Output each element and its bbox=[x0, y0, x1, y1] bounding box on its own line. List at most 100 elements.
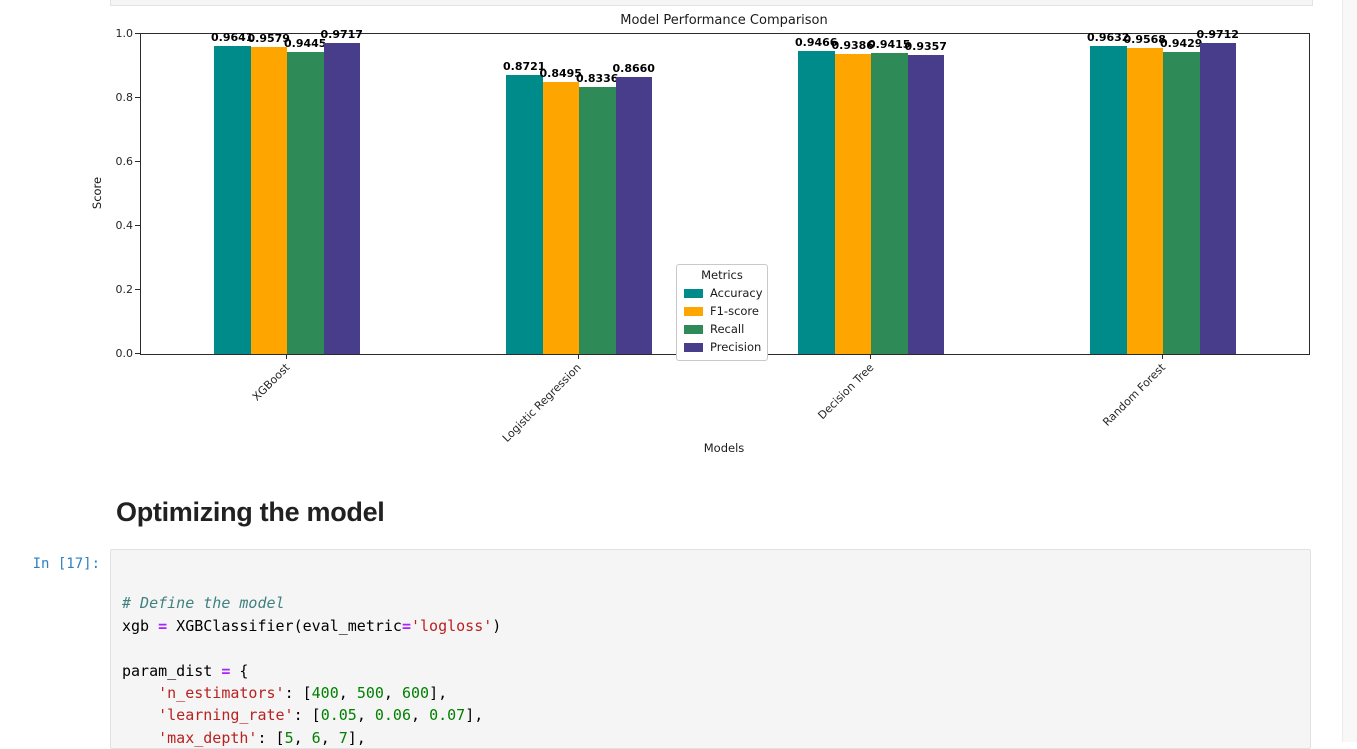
legend-entry: Precision bbox=[677, 338, 767, 356]
legend-entry: F1-score bbox=[677, 302, 767, 320]
code-token: param_dist bbox=[122, 662, 221, 680]
y-tick-label: 0.4 bbox=[91, 219, 133, 232]
code-editor-content[interactable]: # Define the model xgb = XGBClassifier(ev… bbox=[111, 550, 1310, 749]
code-token: 'learning_rate' bbox=[158, 706, 293, 724]
code-token: , bbox=[357, 706, 375, 724]
code-token: 'max_depth' bbox=[158, 729, 257, 747]
legend-color-swatch bbox=[684, 343, 703, 352]
cell-execution-prompt: In [17]: bbox=[0, 556, 100, 572]
legend-entry-label: F1-score bbox=[710, 304, 759, 318]
y-tick-label: 0.6 bbox=[91, 155, 133, 168]
code-token: 5 bbox=[285, 729, 294, 747]
bar bbox=[871, 53, 908, 354]
x-tick-mark bbox=[870, 354, 871, 359]
bar bbox=[616, 77, 653, 354]
bar bbox=[798, 51, 835, 354]
code-line bbox=[122, 570, 1310, 592]
bar bbox=[1127, 48, 1164, 354]
x-tick-mark bbox=[578, 354, 579, 359]
code-line: # Define the model bbox=[122, 592, 1310, 614]
code-cell-input-area[interactable]: # Define the model xgb = XGBClassifier(ev… bbox=[110, 549, 1311, 749]
code-token: , bbox=[384, 684, 402, 702]
bar bbox=[1090, 46, 1127, 354]
legend-entry-label: Precision bbox=[710, 340, 761, 354]
code-token: , bbox=[411, 706, 429, 724]
bar bbox=[1163, 52, 1200, 354]
code-token: { bbox=[230, 662, 248, 680]
code-token: = bbox=[402, 617, 411, 635]
code-line: 'n_estimators': [400, 500, 600], bbox=[122, 682, 1310, 704]
bar-value-label: 0.8660 bbox=[602, 62, 666, 75]
code-token: : [ bbox=[285, 684, 312, 702]
code-token: xgb bbox=[122, 617, 158, 635]
chart-title: Model Performance Comparison bbox=[140, 13, 1308, 28]
code-token: 0.05 bbox=[321, 706, 357, 724]
y-tick-mark bbox=[135, 225, 140, 226]
code-token: : [ bbox=[294, 706, 321, 724]
code-token: 600 bbox=[402, 684, 429, 702]
bar bbox=[214, 46, 251, 355]
legend-color-swatch bbox=[684, 307, 703, 316]
code-token bbox=[122, 706, 158, 724]
bar bbox=[579, 87, 616, 354]
legend-entry: Recall bbox=[677, 320, 767, 338]
legend-entry-label: Recall bbox=[710, 322, 744, 336]
x-axis-label: Models bbox=[140, 441, 1308, 455]
y-tick-label: 0.8 bbox=[91, 91, 133, 104]
y-tick-mark bbox=[135, 289, 140, 290]
code-token: # Define the model bbox=[122, 594, 285, 612]
legend-color-swatch bbox=[684, 325, 703, 334]
code-token: 0.07 bbox=[429, 706, 465, 724]
x-tick-label: Decision Tree bbox=[815, 361, 876, 422]
code-token: , bbox=[339, 684, 357, 702]
y-axis-label: Score bbox=[90, 163, 104, 223]
bar bbox=[251, 47, 288, 354]
legend-title: Metrics bbox=[677, 268, 767, 282]
bar bbox=[1200, 43, 1237, 354]
code-line: 'learning_rate': [0.05, 0.06, 0.07], bbox=[122, 704, 1310, 726]
bar bbox=[543, 82, 580, 354]
code-token: 'n_estimators' bbox=[158, 684, 284, 702]
y-tick-label: 0.2 bbox=[91, 283, 133, 296]
y-tick-mark bbox=[135, 353, 140, 354]
code-token: XGBClassifier(eval_metric bbox=[167, 617, 402, 635]
code-token: ], bbox=[465, 706, 483, 724]
code-line: xgb = XGBClassifier(eval_metric='logloss… bbox=[122, 615, 1310, 637]
x-tick-label: Logistic Regression bbox=[500, 361, 584, 445]
code-token: ) bbox=[492, 617, 501, 635]
bar bbox=[908, 55, 945, 354]
x-tick-mark bbox=[1162, 354, 1163, 359]
code-token bbox=[122, 684, 158, 702]
chart-output-image: Model Performance Comparison Score 0.964… bbox=[0, 0, 1357, 470]
bar bbox=[506, 75, 543, 354]
chart-legend: Metrics Accuracy F1-score Recall Precision bbox=[676, 264, 768, 361]
y-tick-label: 1.0 bbox=[91, 27, 133, 40]
code-token: 0.06 bbox=[375, 706, 411, 724]
y-tick-mark bbox=[135, 97, 140, 98]
vertical-scrollbar[interactable] bbox=[1342, 0, 1357, 742]
code-token: ], bbox=[348, 729, 366, 747]
code-line bbox=[122, 637, 1310, 659]
code-token bbox=[122, 729, 158, 747]
code-token: , bbox=[321, 729, 339, 747]
legend-entry-label: Accuracy bbox=[710, 286, 763, 300]
bar-value-label: 0.9357 bbox=[894, 40, 958, 53]
x-tick-label: XGBoost bbox=[250, 361, 293, 404]
legend-color-swatch bbox=[684, 289, 703, 298]
code-token: 'logloss' bbox=[411, 617, 492, 635]
y-tick-label: 0.0 bbox=[91, 347, 133, 360]
y-tick-mark bbox=[135, 161, 140, 162]
bar-value-label: 0.9712 bbox=[1186, 28, 1250, 41]
code-token: 6 bbox=[312, 729, 321, 747]
bar bbox=[835, 54, 872, 354]
x-tick-label: Random Forest bbox=[1100, 361, 1168, 429]
code-line: 'max_depth': [5, 6, 7], bbox=[122, 727, 1310, 749]
code-line: param_dist = { bbox=[122, 660, 1310, 682]
markdown-heading: Optimizing the model bbox=[116, 497, 385, 528]
legend-entry: Accuracy bbox=[677, 284, 767, 302]
bar bbox=[324, 43, 361, 354]
bar-value-label: 0.9717 bbox=[310, 28, 374, 41]
bar bbox=[287, 52, 324, 354]
code-token: ], bbox=[429, 684, 447, 702]
code-token: 500 bbox=[357, 684, 384, 702]
